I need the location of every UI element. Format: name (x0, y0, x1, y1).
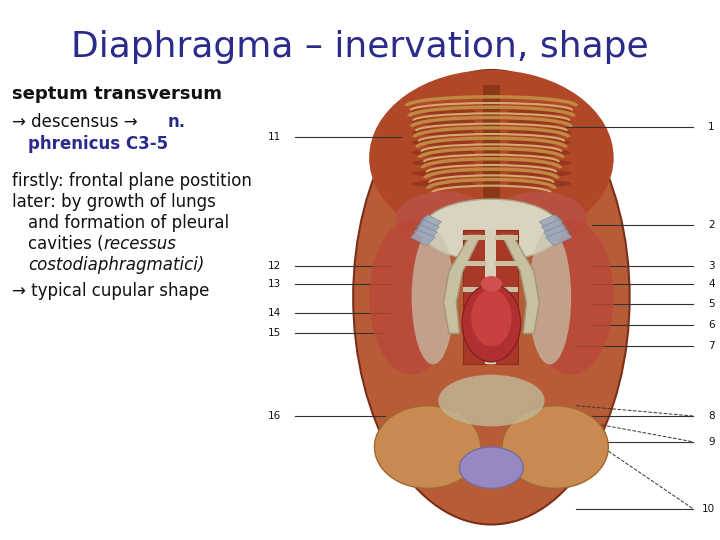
Text: 4: 4 (708, 279, 715, 289)
Ellipse shape (508, 107, 571, 115)
Ellipse shape (462, 285, 521, 362)
Bar (495, 261, 518, 266)
Text: Diaphragma – inervation, shape: Diaphragma – inervation, shape (71, 30, 649, 64)
Text: 3: 3 (708, 261, 715, 271)
Ellipse shape (508, 170, 571, 177)
Ellipse shape (374, 406, 481, 488)
Ellipse shape (502, 406, 608, 488)
Text: and formation of pleural: and formation of pleural (28, 214, 229, 232)
Text: costodiaphragmatici): costodiaphragmatici) (28, 256, 204, 274)
Text: 9: 9 (708, 437, 715, 447)
Ellipse shape (412, 107, 475, 115)
Text: 7: 7 (708, 341, 715, 351)
Text: 6: 6 (708, 320, 715, 330)
Text: 10: 10 (701, 504, 715, 514)
Ellipse shape (369, 70, 613, 246)
Polygon shape (541, 220, 566, 235)
Ellipse shape (412, 159, 475, 166)
Ellipse shape (438, 375, 544, 427)
Ellipse shape (412, 129, 475, 136)
Text: n.: n. (168, 113, 186, 131)
Ellipse shape (492, 191, 587, 248)
Polygon shape (410, 230, 435, 246)
Ellipse shape (412, 149, 475, 156)
Polygon shape (444, 235, 481, 333)
Bar (485, 230, 495, 364)
Ellipse shape (423, 199, 560, 261)
Text: cavities (: cavities ( (28, 235, 104, 253)
Text: → typical cupular shape: → typical cupular shape (12, 282, 210, 300)
Text: 1: 1 (708, 122, 715, 132)
Ellipse shape (508, 180, 571, 187)
Bar (495, 230, 518, 364)
Polygon shape (539, 214, 562, 230)
Polygon shape (420, 214, 441, 230)
Ellipse shape (508, 139, 571, 146)
Text: → descensus →: → descensus → (12, 113, 143, 131)
Ellipse shape (412, 118, 475, 125)
Text: later: by growth of lungs: later: by growth of lungs (12, 193, 216, 211)
Ellipse shape (528, 220, 613, 375)
Ellipse shape (412, 170, 475, 177)
Text: phrenicus C3-5: phrenicus C3-5 (28, 135, 168, 153)
Text: recessus: recessus (103, 235, 176, 253)
Polygon shape (417, 220, 439, 235)
Text: 16: 16 (268, 411, 282, 421)
Ellipse shape (508, 149, 571, 156)
Bar (495, 287, 518, 292)
Text: 12: 12 (268, 261, 282, 271)
Ellipse shape (459, 447, 523, 488)
Text: 5: 5 (708, 300, 715, 309)
Text: 11: 11 (268, 132, 282, 142)
Ellipse shape (412, 230, 454, 364)
Text: firstly: frontal plane postition: firstly: frontal plane postition (12, 172, 252, 190)
Text: 8: 8 (708, 411, 715, 421)
Bar (463, 230, 486, 364)
Text: 13: 13 (268, 279, 282, 289)
Text: 14: 14 (268, 308, 282, 318)
Bar (463, 287, 486, 292)
Polygon shape (544, 225, 569, 240)
Bar (483, 85, 500, 220)
Bar (463, 261, 486, 266)
Bar (463, 235, 486, 240)
Text: 15: 15 (268, 328, 282, 339)
Ellipse shape (412, 180, 475, 187)
Ellipse shape (508, 118, 571, 125)
Polygon shape (502, 235, 539, 333)
Ellipse shape (481, 276, 502, 292)
Text: septum transversum: septum transversum (12, 85, 222, 103)
Ellipse shape (354, 70, 629, 524)
Ellipse shape (508, 159, 571, 166)
Polygon shape (414, 225, 437, 240)
Text: 2: 2 (708, 220, 715, 230)
Ellipse shape (412, 139, 475, 146)
Ellipse shape (528, 230, 571, 364)
Ellipse shape (396, 191, 491, 248)
Ellipse shape (471, 289, 512, 346)
Bar (495, 235, 518, 240)
Polygon shape (546, 230, 572, 246)
Ellipse shape (508, 129, 571, 136)
Ellipse shape (369, 220, 454, 375)
